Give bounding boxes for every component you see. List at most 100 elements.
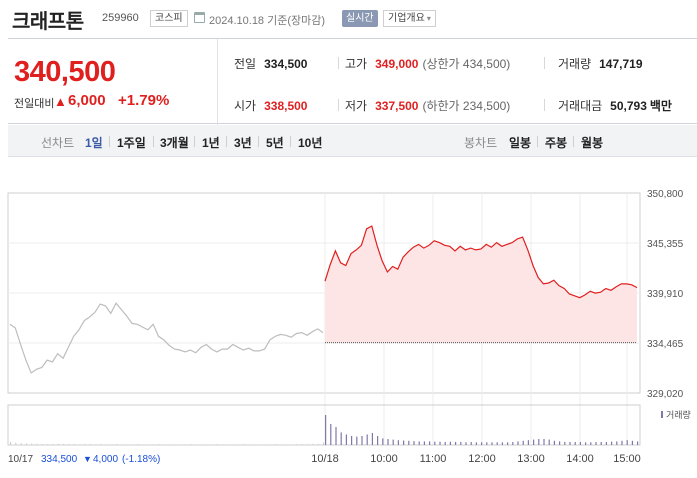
volume-bar <box>387 439 389 445</box>
volume-bar <box>94 444 96 445</box>
stat-open: 시가 338,500 <box>234 97 307 114</box>
volume-bar <box>397 440 399 445</box>
candle-chart-label: 봉차트 <box>464 136 498 150</box>
volume-bar <box>307 444 309 445</box>
volume-bar <box>486 442 488 445</box>
tab-3year[interactable]: 3년 <box>234 136 252 150</box>
x-tick-label: 10:00 <box>370 453 398 465</box>
volume-bar <box>512 442 514 445</box>
volume-bar <box>637 441 639 445</box>
stat-value: 50,793 <box>610 99 647 113</box>
tab-3month[interactable]: 3개월 <box>160 136 189 150</box>
volume-bar <box>280 444 282 445</box>
divider <box>109 136 110 147</box>
today-area-fill <box>325 226 637 343</box>
divider <box>338 57 339 69</box>
stat-prev-close: 전일 334,500 <box>234 55 307 72</box>
volume-bar <box>345 434 347 445</box>
volume-bar <box>507 442 509 445</box>
volume-bar <box>100 444 102 445</box>
volume-bar <box>361 436 363 445</box>
prev-day-line <box>9 302 324 374</box>
stat-label: 전일 <box>234 57 257 71</box>
volume-bar <box>429 441 431 445</box>
volume-bar <box>631 440 633 445</box>
change-percent: +1.79% <box>118 92 170 109</box>
stat-low: 저가 337,500 (하한가 234,500) <box>345 97 510 114</box>
volume-bar <box>259 444 261 445</box>
volume-bar <box>31 443 33 445</box>
prev-day-date: 10/17 <box>8 454 33 465</box>
upper-limit: (상한가 434,500) <box>422 57 511 71</box>
x-tick-label: 11:00 <box>420 453 447 465</box>
volume-bars: 거래량 <box>7 404 691 446</box>
volume-bar <box>174 444 176 445</box>
up-triangle-icon: ▲ <box>54 94 67 109</box>
stat-high: 고가 349,000 (상한가 434,500) <box>345 55 510 72</box>
volume-bar <box>533 439 535 445</box>
calendar-icon <box>194 12 205 23</box>
lower-limit: (하한가 234,500) <box>422 99 511 113</box>
volume-bar <box>496 442 498 445</box>
volume-bar <box>574 442 576 445</box>
volume-bar <box>291 444 293 445</box>
divider <box>290 136 291 147</box>
volume-bar <box>185 444 187 445</box>
stat-label: 저가 <box>345 99 368 113</box>
volume-bar <box>216 444 218 445</box>
tab-1year[interactable]: 1년 <box>202 136 220 150</box>
company-overview-dropdown[interactable]: 기업개요 ▾ <box>383 10 436 27</box>
stock-header: 크래프톤 259960 코스피 2024.10.18 기준(장마감) 실시간 기… <box>0 0 697 38</box>
volume-bar <box>403 440 405 445</box>
volume-bar <box>351 436 353 445</box>
volume-bar <box>248 444 250 445</box>
volume-bar <box>569 442 571 445</box>
y-axis-labels: 350,800 345,355 339,910 334,465 329,020 <box>647 189 684 400</box>
volume-bar <box>439 441 441 445</box>
volume-bar <box>527 440 529 445</box>
tab-1day[interactable]: 1일 <box>85 136 103 150</box>
tab-1week[interactable]: 1주일 <box>117 136 146 150</box>
divider <box>537 136 538 147</box>
volume-bar <box>626 440 628 445</box>
today-line <box>324 225 638 299</box>
realtime-button[interactable]: 실시간 <box>342 10 378 27</box>
volume-bar <box>10 442 11 445</box>
volume-bar <box>538 439 540 445</box>
volume-bar <box>616 441 618 445</box>
y-tick-label: 350,800 <box>647 189 684 200</box>
volume-bar <box>163 444 165 445</box>
y-tick-label: 345,355 <box>647 239 684 250</box>
volume-bar <box>449 441 451 445</box>
tab-5year[interactable]: 5년 <box>266 136 284 150</box>
volume-bar <box>264 444 266 445</box>
volume-bar <box>227 444 229 445</box>
tab-weekly-candle[interactable]: 주봉 <box>545 136 568 150</box>
volume-bar <box>312 443 314 445</box>
tab-10year[interactable]: 10년 <box>298 136 323 150</box>
tab-monthly-candle[interactable]: 월봉 <box>581 136 604 150</box>
chart-period-tabs: 선차트 1일 1주일 3개월 1년 3년 5년 10년 봉차트 일봉 주봉 월봉 <box>8 125 697 157</box>
volume-bar <box>553 440 555 445</box>
volume-legend-icon <box>661 411 663 418</box>
x-axis-labels: 10/17 334,500 ▼ 4,000 (-1.18%) 10/18 10:00 11:0… <box>8 453 641 465</box>
volume-bar <box>392 439 394 445</box>
stat-value: 337,500 <box>375 99 419 113</box>
stat-unit: 백만 <box>649 99 672 113</box>
volume-bar <box>605 442 607 445</box>
tab-daily-candle[interactable]: 일봉 <box>509 136 532 150</box>
stat-value: 338,500 <box>264 99 308 113</box>
volume-bar <box>543 439 545 445</box>
y-tick-label: 334,465 <box>647 339 684 350</box>
volume-bar <box>323 442 324 445</box>
line-chart-label: 선차트 <box>41 136 75 150</box>
volume-bar <box>169 444 171 445</box>
x-tick-label: 14:00 <box>566 453 594 465</box>
volume-bar <box>564 442 566 445</box>
x-tick-label: 12:00 <box>468 453 496 465</box>
volume-bar <box>325 415 327 445</box>
volume-bar <box>73 444 75 445</box>
volume-bar <box>275 444 277 445</box>
prev-day-percent: (-1.18%) <box>122 454 160 465</box>
